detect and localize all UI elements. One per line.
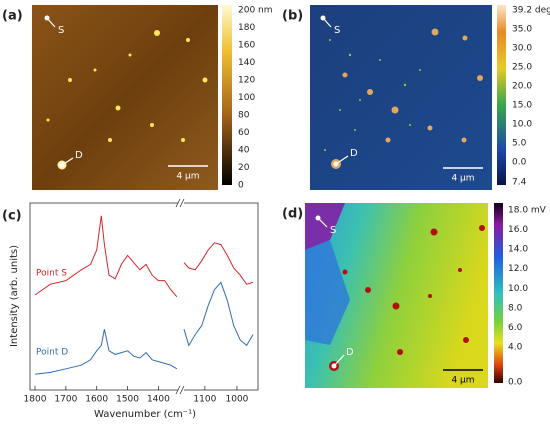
colorbar-label: 35.0 [512, 25, 532, 35]
colorbar-label: 18.0 mV [508, 206, 547, 216]
colorbar-label: 200 nm [238, 6, 273, 16]
marker-dot [59, 162, 65, 168]
panel-label: (d) [282, 207, 303, 222]
series-label: Point S [36, 269, 67, 279]
colorbar [494, 203, 503, 383]
marker-dot [331, 363, 337, 369]
marker-label: D [350, 148, 358, 159]
colorbar-label: 7.4 [512, 178, 527, 188]
colorbar-label: 25.0 [512, 63, 532, 73]
small-particles [324, 39, 421, 151]
colorbar-label: 140 [238, 58, 255, 68]
colorbar-label: 8.0 [508, 303, 523, 313]
x-tick-label: 1700 [54, 395, 77, 405]
colorbar [222, 5, 232, 185]
x-tick-label: 1600 [85, 395, 108, 405]
colorbar-label: 40 [238, 146, 250, 156]
marker-label: S [334, 25, 340, 36]
colorbar-label: 120 [238, 76, 255, 86]
colorbar-label: 4.0 [508, 343, 523, 353]
colorbar-label: 160 [238, 41, 255, 51]
colorbar [497, 5, 506, 185]
plot-frame [29, 202, 259, 391]
marker-label: S [330, 225, 336, 236]
panel-label: (b) [282, 9, 303, 24]
colorbar-label: 0.0 [508, 378, 523, 388]
colorbar-label: 20 [238, 163, 250, 173]
colorbar-label: 10.0 [512, 120, 532, 130]
particles [46, 30, 208, 170]
series-label: Point D [36, 348, 68, 358]
x-axis-label: Wavenumber (cm⁻¹) [94, 409, 196, 420]
colorbar-label: 20.0 [512, 82, 532, 92]
colorbar-label: 30.0 [512, 44, 532, 54]
colorbar-label: 14.0 [508, 245, 528, 255]
afm-height-map [32, 5, 218, 190]
panel-label: (c) [2, 209, 22, 224]
x-tick-label: 1800 [24, 395, 47, 405]
scale-bar-label: 4 µm [451, 174, 474, 184]
region [305, 240, 350, 345]
y-axis-label: Intensity (arb. units) [9, 245, 20, 347]
colorbar-label: 16.0 [508, 225, 528, 235]
colorbar-label: 60 [238, 128, 250, 138]
colorbar-label: 0 [238, 181, 244, 191]
colorbar-label: 5.0 [512, 139, 527, 149]
colorbar-label: 100 [238, 93, 255, 103]
panel-label: (a) [2, 9, 23, 24]
x-tick-label: 1400 [147, 395, 170, 405]
colorbar-label: 10.0 [508, 284, 528, 294]
spectrum-line [34, 281, 254, 375]
x-tick-label: 1500 [116, 395, 139, 405]
x-tick-label: 1100 [193, 395, 216, 405]
scale-bar-label: 4 µm [176, 172, 199, 182]
marker-label: D [346, 347, 354, 358]
colorbar-label: 180 [238, 23, 255, 33]
colorbar-label: 12.0 [508, 264, 528, 274]
colorbar-label: 80 [238, 111, 250, 121]
colorbar-label: 39.2 deg [512, 6, 550, 16]
axis-break [175, 198, 185, 395]
x-tick-label: 1000 [226, 395, 249, 405]
marker-label: S [58, 25, 64, 36]
colorbar-label: 15.0 [512, 101, 532, 111]
colorbar-label: 6.0 [508, 323, 523, 333]
marker-dot [320, 15, 326, 21]
region [305, 203, 345, 250]
spectrum-line [34, 215, 254, 298]
marker-dot [315, 215, 321, 221]
marker-dot [44, 15, 50, 21]
marker-label: D [75, 150, 83, 161]
scale-bar-label: 4 µm [451, 376, 474, 386]
colorbar-label: 0.0 [512, 158, 527, 168]
marker-dot [333, 161, 339, 167]
afm-phase-map [310, 5, 492, 190]
particles [329, 225, 485, 371]
